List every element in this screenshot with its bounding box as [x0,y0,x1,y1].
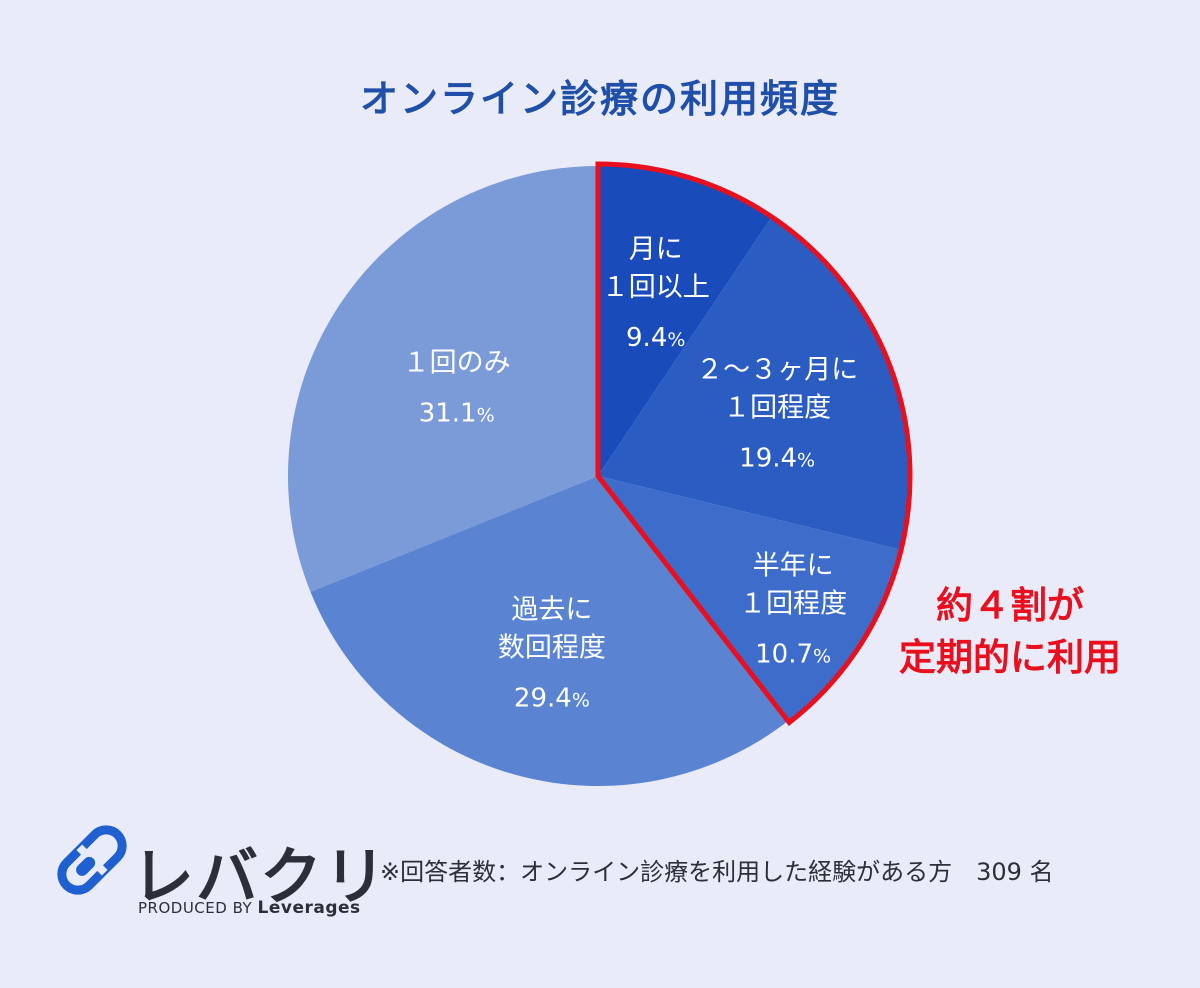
callout-line-2: 定期的に利用 [899,636,1121,679]
produced-by-label: PRODUCED BY [138,899,253,917]
slice-label: １回以上 [602,272,710,303]
slice-label: １回程度 [739,588,847,619]
highlight-border [595,161,913,727]
slice-value-label: 19.4% [739,443,815,473]
pill-logo-icon [57,825,127,895]
slice-label: １回のみ [403,348,511,379]
slice-label: １回程度 [723,392,831,423]
pie-slice [287,166,598,592]
callout-line-1: 約４割が [936,584,1084,627]
logo-text: レバクリ [132,840,389,913]
slice-label: 月に [629,234,683,265]
slice-value-label: 31.1% [419,399,495,429]
pie-slice [598,476,900,721]
company-name: Leverages [257,898,361,918]
pie-slice [598,166,771,476]
slice-value-label: 29.4% [514,684,590,714]
slice-label: 数回程度 [498,633,606,664]
slice-label: ２～３ヶ月に [696,354,858,385]
slice-label: 過去に [511,595,592,626]
highlight-callout: 約４割が 定期的に利用 [860,580,1160,684]
pie-slice [598,218,908,550]
slice-value-label: 9.4% [626,323,685,353]
produced-by: PRODUCED BY Leverages [138,898,361,918]
slice-value-label: 10.7% [755,639,831,669]
pie-slice [310,476,789,786]
chart-title: オンライン診療の利用頻度 [359,77,840,121]
slice-label: 半年に [753,550,834,581]
respondent-note: ※回答者数：オンライン診療を利用した経験がある方 309 名 [380,858,1054,886]
